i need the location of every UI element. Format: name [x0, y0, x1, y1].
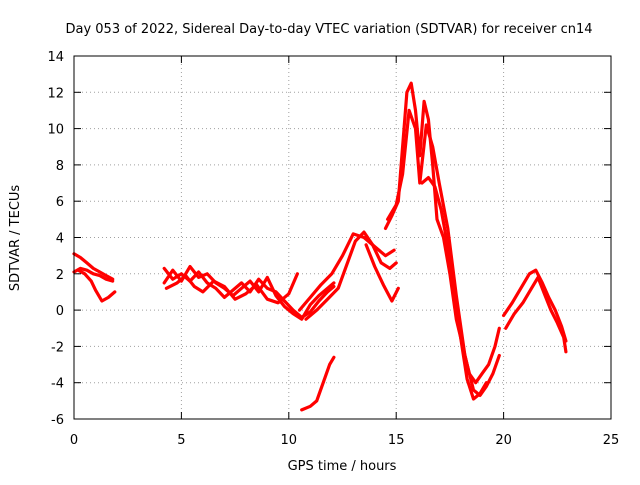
data-series: [72, 81, 568, 412]
data-series-arc-d1: [297, 232, 396, 312]
data-series-arc-d2: [304, 230, 398, 321]
y-tick-label: -2: [51, 340, 64, 355]
x-tick-label: 10: [281, 433, 298, 448]
y-tick-label: 0: [56, 304, 64, 319]
grid: [74, 56, 611, 419]
x-tick-label: 15: [388, 433, 405, 448]
data-series-arc-c: [300, 355, 336, 412]
data-series-arc-d3: [364, 243, 400, 303]
x-tick-label: 25: [603, 433, 620, 448]
y-tick-label: 12: [47, 86, 64, 101]
y-axis-label: SDTVAR / TECUs: [8, 185, 23, 292]
x-tick-label: 20: [495, 433, 512, 448]
data-series-arc-e3: [420, 176, 488, 401]
y-tick-label: 10: [47, 123, 64, 138]
data-series-arc-e2: [386, 108, 501, 397]
y-tick-label: 4: [56, 232, 64, 247]
y-tick-label: 8: [56, 159, 64, 174]
y-tick-label: -4: [51, 377, 64, 392]
x-axis-label: GPS time / hours: [288, 459, 397, 474]
axis-ticks: [73, 55, 612, 420]
data-series-arc-b1: [162, 264, 336, 321]
y-tick-labels: -6 -4 -2 0 2 4 6 8 10 12 14: [47, 50, 64, 428]
y-tick-label: 6: [56, 195, 64, 210]
data-series-arc-a3: [76, 268, 117, 303]
data-series-arc-b3: [164, 272, 299, 305]
x-tick-label: 5: [177, 433, 185, 448]
y-tick-label: 2: [56, 268, 64, 283]
data-series-arc-a1: [72, 252, 115, 281]
data-series-arc-f2: [504, 275, 568, 354]
y-tick-label: 14: [47, 50, 64, 65]
y-tick-label: -6: [51, 413, 64, 428]
chart-title: Day 053 of 2022, Sidereal Day-to-day VTE…: [65, 22, 592, 37]
data-series-arc-a2: [72, 266, 115, 283]
x-tick-labels: 0 5 10 15 20 25: [70, 433, 619, 448]
x-tick-label: 0: [70, 433, 78, 448]
